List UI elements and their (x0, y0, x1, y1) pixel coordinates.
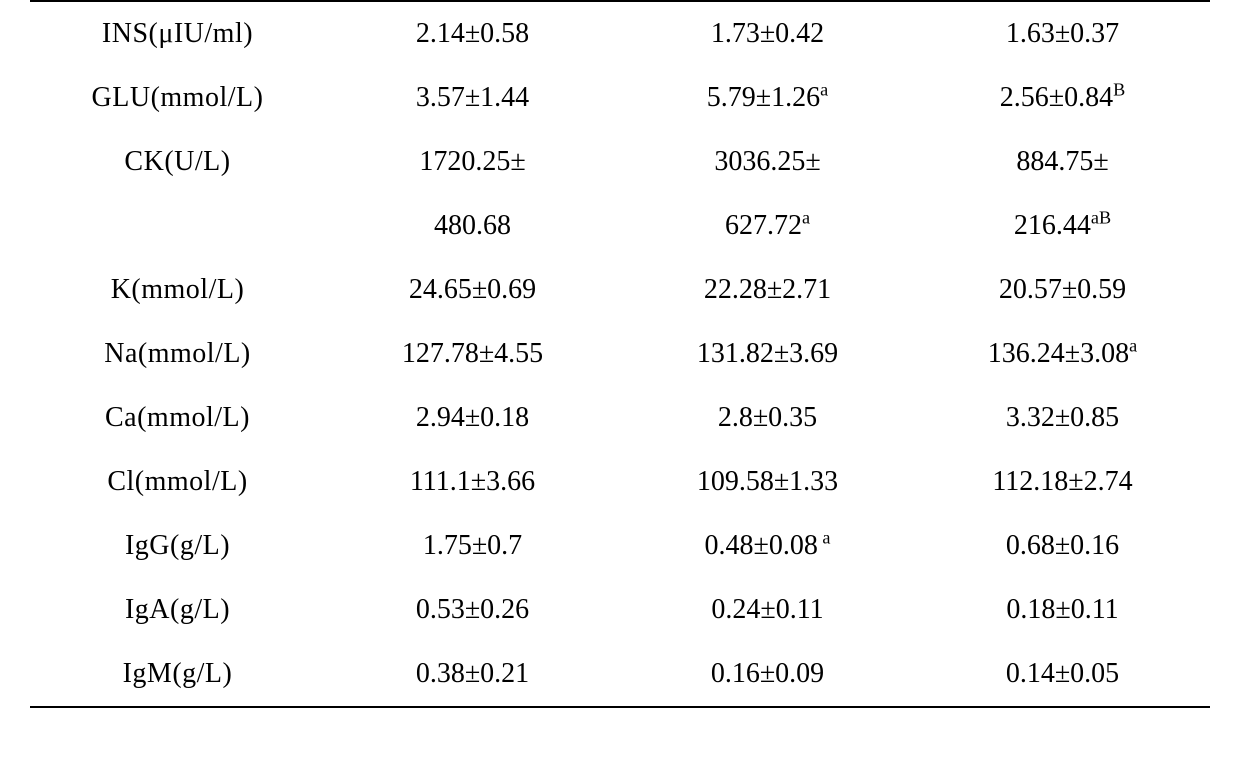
param-label: IgM(g/L) (30, 642, 325, 707)
cell-value: 111.1±3.66 (325, 450, 620, 514)
table-row: Na(mmol/L) 127.78±4.55 131.82±3.69 136.2… (30, 322, 1210, 386)
cell-value: 127.78±4.55 (325, 322, 620, 386)
param-label: IgA(g/L) (30, 578, 325, 642)
value-text: 1720.25± (419, 146, 525, 177)
table-row: INS(μIU/ml) 2.14±0.58 1.73±0.42 1.63±0.3… (30, 1, 1210, 66)
table-row: GLU(mmol/L) 3.57±1.44 5.79±1.26a 2.56±0.… (30, 66, 1210, 130)
param-label (30, 194, 325, 258)
value-sup: B (1113, 80, 1125, 100)
cell-value: 216.44aB (915, 194, 1210, 258)
value-text: 0.38±0.21 (416, 658, 529, 689)
value-text: 136.24±3.08 (988, 338, 1129, 369)
table-body: INS(μIU/ml) 2.14±0.58 1.73±0.42 1.63±0.3… (30, 1, 1210, 707)
value-text: 216.44 (1014, 210, 1091, 241)
cell-value: 1.75±0.7 (325, 514, 620, 578)
cell-value: 0.16±0.09 (620, 642, 915, 707)
cell-value: 136.24±3.08a (915, 322, 1210, 386)
value-text: 109.58±1.33 (697, 466, 838, 497)
cell-value: 2.94±0.18 (325, 386, 620, 450)
value-text: 884.75± (1016, 146, 1108, 177)
param-label: Ca(mmol/L) (30, 386, 325, 450)
value-sup: aB (1091, 208, 1111, 228)
value-text: 24.65±0.69 (409, 274, 536, 305)
value-text: 20.57±0.59 (999, 274, 1126, 305)
value-text: 3.57±1.44 (416, 82, 529, 113)
cell-value: 0.38±0.21 (325, 642, 620, 707)
cell-value: 2.8±0.35 (620, 386, 915, 450)
cell-value: 5.79±1.26a (620, 66, 915, 130)
cell-value: 627.72a (620, 194, 915, 258)
value-text: 0.18±0.11 (1006, 594, 1118, 625)
table-row: IgA(g/L) 0.53±0.26 0.24±0.11 0.18±0.11 (30, 578, 1210, 642)
cell-value: 24.65±0.69 (325, 258, 620, 322)
cell-value: 109.58±1.33 (620, 450, 915, 514)
cell-value: 22.28±2.71 (620, 258, 915, 322)
value-sup: a (802, 208, 810, 228)
table-row: IgM(g/L) 0.38±0.21 0.16±0.09 0.14±0.05 (30, 642, 1210, 707)
value-text: 0.16±0.09 (711, 658, 824, 689)
table-row: 480.68 627.72a 216.44aB (30, 194, 1210, 258)
cell-value: 0.18±0.11 (915, 578, 1210, 642)
value-text: 22.28±2.71 (704, 274, 831, 305)
value-text: 1.75±0.7 (423, 530, 522, 561)
param-label: GLU(mmol/L) (30, 66, 325, 130)
cell-value: 0.14±0.05 (915, 642, 1210, 707)
cell-value: 20.57±0.59 (915, 258, 1210, 322)
value-text: 0.68±0.16 (1006, 530, 1119, 561)
value-text: 0.48±0.08 (705, 530, 818, 561)
param-label: K(mmol/L) (30, 258, 325, 322)
cell-value: 3.57±1.44 (325, 66, 620, 130)
cell-value: 0.48±0.08 a (620, 514, 915, 578)
biochem-table: INS(μIU/ml) 2.14±0.58 1.73±0.42 1.63±0.3… (30, 0, 1210, 708)
param-label: INS(μIU/ml) (30, 1, 325, 66)
value-text: 112.18±2.74 (992, 466, 1132, 497)
value-text: 111.1±3.66 (410, 466, 535, 497)
param-label: Na(mmol/L) (30, 322, 325, 386)
cell-value: 2.14±0.58 (325, 1, 620, 66)
table-row: K(mmol/L) 24.65±0.69 22.28±2.71 20.57±0.… (30, 258, 1210, 322)
value-sup: a (1129, 336, 1137, 356)
cell-value: 131.82±3.69 (620, 322, 915, 386)
cell-value: 884.75± (915, 130, 1210, 194)
param-label: IgG(g/L) (30, 514, 325, 578)
cell-value: 0.53±0.26 (325, 578, 620, 642)
value-text: 2.14±0.58 (416, 18, 529, 49)
cell-value: 1720.25± (325, 130, 620, 194)
value-text: 3.32±0.85 (1006, 402, 1119, 433)
param-label: CK(U/L) (30, 130, 325, 194)
value-text: 0.24±0.11 (711, 594, 823, 625)
value-text: 0.53±0.26 (416, 594, 529, 625)
cell-value: 3.32±0.85 (915, 386, 1210, 450)
value-text: 2.94±0.18 (416, 402, 529, 433)
cell-value: 1.73±0.42 (620, 1, 915, 66)
table-row: CK(U/L) 1720.25± 3036.25± 884.75± (30, 130, 1210, 194)
cell-value: 0.68±0.16 (915, 514, 1210, 578)
value-text: 1.63±0.37 (1006, 18, 1119, 49)
cell-value: 2.56±0.84B (915, 66, 1210, 130)
param-label: Cl(mmol/L) (30, 450, 325, 514)
table-row: Cl(mmol/L) 111.1±3.66 109.58±1.33 112.18… (30, 450, 1210, 514)
cell-value: 112.18±2.74 (915, 450, 1210, 514)
cell-value: 1.63±0.37 (915, 1, 1210, 66)
value-text: 131.82±3.69 (697, 338, 838, 369)
value-text: 0.14±0.05 (1006, 658, 1119, 689)
value-text: 2.56±0.84 (1000, 82, 1113, 113)
value-text: 627.72 (725, 210, 802, 241)
value-sup: a (820, 80, 828, 100)
cell-value: 3036.25± (620, 130, 915, 194)
value-text: 480.68 (434, 210, 511, 241)
value-sup: a (818, 528, 831, 548)
value-text: 1.73±0.42 (711, 18, 824, 49)
value-text: 3036.25± (714, 146, 820, 177)
table-row: Ca(mmol/L) 2.94±0.18 2.8±0.35 3.32±0.85 (30, 386, 1210, 450)
table-row: IgG(g/L) 1.75±0.7 0.48±0.08 a 0.68±0.16 (30, 514, 1210, 578)
value-text: 2.8±0.35 (718, 402, 817, 433)
cell-value: 0.24±0.11 (620, 578, 915, 642)
cell-value: 480.68 (325, 194, 620, 258)
value-text: 5.79±1.26 (707, 82, 820, 113)
page-container: INS(μIU/ml) 2.14±0.58 1.73±0.42 1.63±0.3… (0, 0, 1240, 774)
value-text: 127.78±4.55 (402, 338, 543, 369)
